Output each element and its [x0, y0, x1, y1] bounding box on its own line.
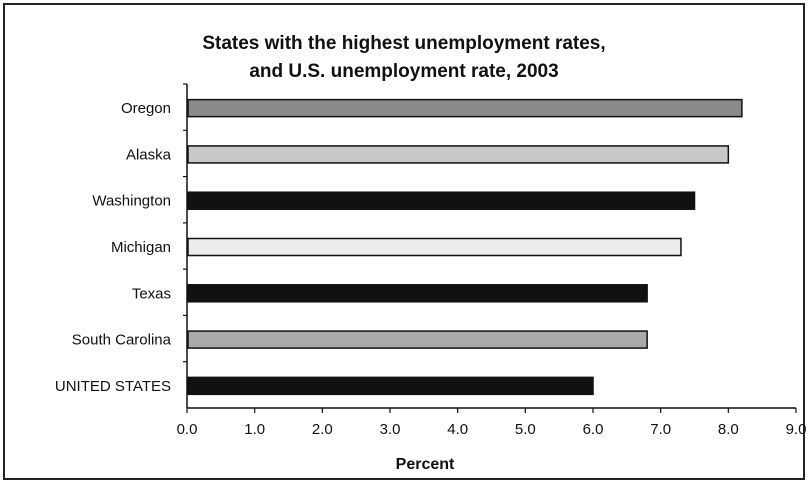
- bar-united-states: [187, 376, 594, 396]
- x-axis-title: Percent: [396, 456, 455, 473]
- bar-south-carolina: [187, 330, 648, 349]
- bars-group: [187, 98, 743, 396]
- category-label-michigan: Michigan: [111, 239, 171, 256]
- chart-title: States with the highest unemployment rat…: [0, 30, 808, 86]
- x-tick-label: 8.0: [718, 421, 739, 438]
- x-tick-label: 2.0: [312, 421, 333, 438]
- category-label-oregon: Oregon: [121, 100, 171, 117]
- category-label-united-states: UNITED STATES: [55, 378, 171, 395]
- x-tick-label: 6.0: [583, 421, 604, 438]
- chart-title-line1: States with the highest unemployment rat…: [202, 33, 606, 54]
- category-label-washington: Washington: [92, 193, 171, 210]
- bar-washington: [187, 191, 696, 210]
- x-tick-label: 1.0: [244, 421, 265, 438]
- bar-texas: [187, 284, 648, 303]
- category-label-alaska: Alaska: [126, 146, 172, 163]
- chart-title-line2: and U.S. unemployment rate, 2003: [249, 61, 559, 82]
- x-tick-label: 7.0: [650, 421, 671, 438]
- bar-michigan: [187, 237, 682, 257]
- x-tick-label: 4.0: [447, 421, 468, 438]
- bar-oregon: [187, 98, 743, 118]
- x-tick-label: 5.0: [515, 421, 536, 438]
- category-label-texas: Texas: [132, 285, 171, 302]
- x-tick-label: 3.0: [380, 421, 401, 438]
- axes-group: Oregon Alaska Washington Michigan Texas South…: [55, 83, 807, 438]
- x-tick-label: 0.0: [177, 421, 198, 438]
- bar-alaska: [187, 145, 730, 164]
- x-tick-label: 9.0: [786, 421, 807, 438]
- category-label-south-carolina: South Carolina: [72, 332, 172, 349]
